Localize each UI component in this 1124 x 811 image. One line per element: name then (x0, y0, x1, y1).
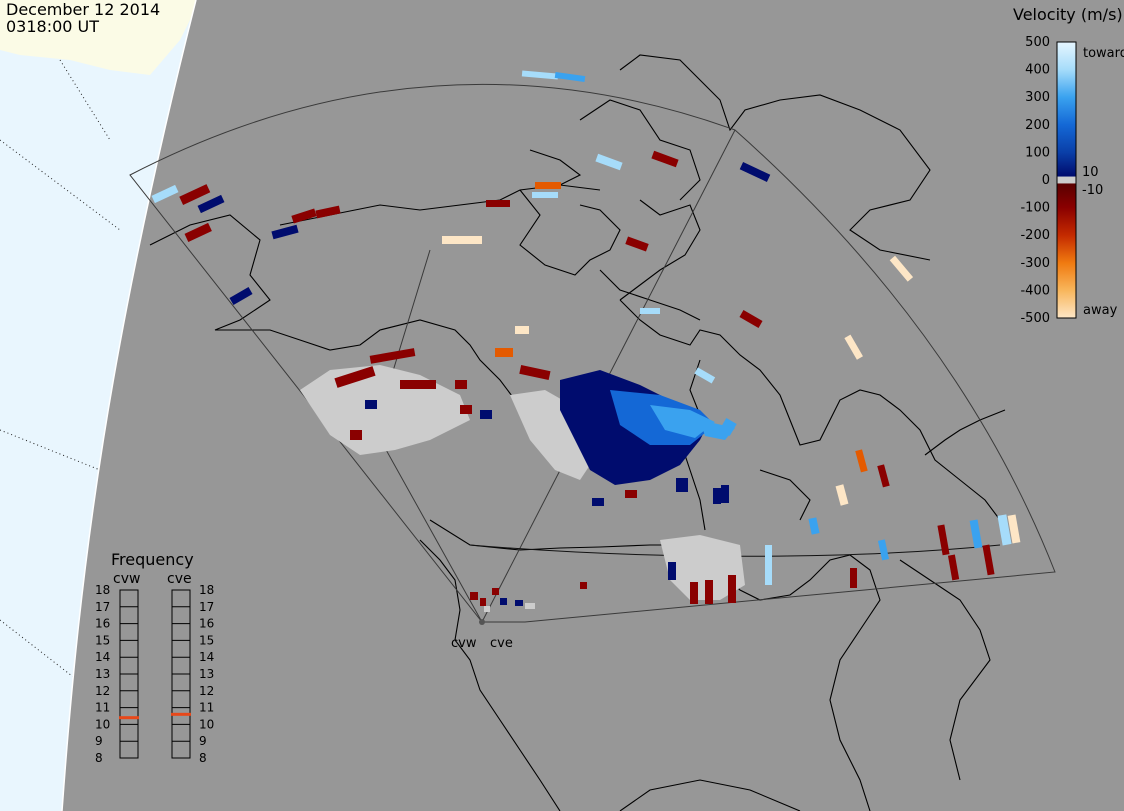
frequency-level-label: 13 (95, 667, 110, 681)
frequency-level-label: 9 (95, 734, 103, 748)
frequency-level-label: 9 (199, 734, 207, 748)
frequency-marker-cvw (119, 716, 139, 720)
velocity-tick-label: 10 (1082, 165, 1099, 180)
frequency-level-label: 18 (199, 583, 214, 597)
velocity-colorbar (1056, 41, 1077, 319)
frequency-level-label: 14 (95, 650, 110, 664)
frequency-level-label: 17 (199, 600, 214, 614)
frequency-level-label: 16 (199, 617, 214, 631)
velocity-away-label: away (1083, 303, 1118, 318)
frequency-level-label: 12 (95, 684, 110, 698)
velocity-toward-label: toward (1083, 46, 1124, 61)
frequency-level-label: 10 (95, 717, 110, 731)
velocity-tick-label: -10 (1082, 183, 1103, 198)
time-label: 0318:00 UT (6, 17, 100, 36)
frequency-level-label: 12 (199, 684, 214, 698)
station-label-cve: cve (490, 636, 513, 651)
velocity-tick-label: -300 (1020, 256, 1050, 271)
frequency-level-label: 18 (95, 583, 110, 597)
date-label: December 12 2014 (6, 0, 161, 19)
graticule-lines (0, 59, 121, 691)
velocity-tick-labels: 500400300200100100-10-100-200-300-400-50… (1020, 35, 1103, 326)
frequency-level-label: 14 (199, 650, 214, 664)
frequency-level-label: 10 (199, 717, 214, 731)
frequency-level-label: 11 (95, 701, 110, 715)
velocity-tick-label: 200 (1025, 118, 1050, 133)
frequency-level-label: 11 (199, 701, 214, 715)
velocity-tick-label: 400 (1025, 63, 1050, 78)
frequency-radar-label-cve: cve (167, 571, 192, 587)
frequency-level-label: 8 (95, 751, 103, 765)
frequency-level-label: 15 (95, 633, 110, 647)
frequency-level-label: 16 (95, 617, 110, 631)
map-disk-edge (61, 0, 197, 811)
velocity-tick-label: 500 (1025, 35, 1050, 50)
velocity-tick-label: 100 (1025, 145, 1050, 160)
frequency-level-label: 8 (199, 751, 207, 765)
velocity-legend: Velocity (m/s) toward away 500 400 300 200 1… (1013, 5, 1124, 326)
frequency-radar-label-cvw: cvw (113, 571, 140, 587)
frequency-level-label: 13 (199, 667, 214, 681)
timestamp-header: December 12 2014 0318:00 UT (6, 1, 160, 35)
frequency-panel: Frequency cvw cve 1817161514131211109818… (95, 550, 214, 765)
radar-site-marker (479, 619, 485, 625)
velocity-tick-label: -400 (1020, 283, 1050, 298)
frequency-bars: 18 17 16 15 14 13 12 11 10 9 8 18 17 16 15 14 13 12 11 10 9 8 (95, 583, 214, 765)
frequency-title: Frequency (111, 550, 194, 569)
velocity-tick-label: -100 (1020, 201, 1050, 216)
frequency-marker-cve (171, 712, 191, 716)
station-label-cvw: cvw (451, 636, 477, 651)
velocity-tick-label: 300 (1025, 90, 1050, 105)
velocity-scatter (151, 70, 1021, 612)
velocity-tick-label: 0 (1042, 173, 1050, 188)
velocity-legend-title: Velocity (m/s) (1013, 5, 1123, 24)
velocity-tick-label: -500 (1020, 311, 1050, 326)
velocity-tick-label: -200 (1020, 228, 1050, 243)
frequency-level-label: 17 (95, 600, 110, 614)
siberia-landmass (0, 0, 200, 75)
frequency-level-label: 15 (199, 633, 214, 647)
